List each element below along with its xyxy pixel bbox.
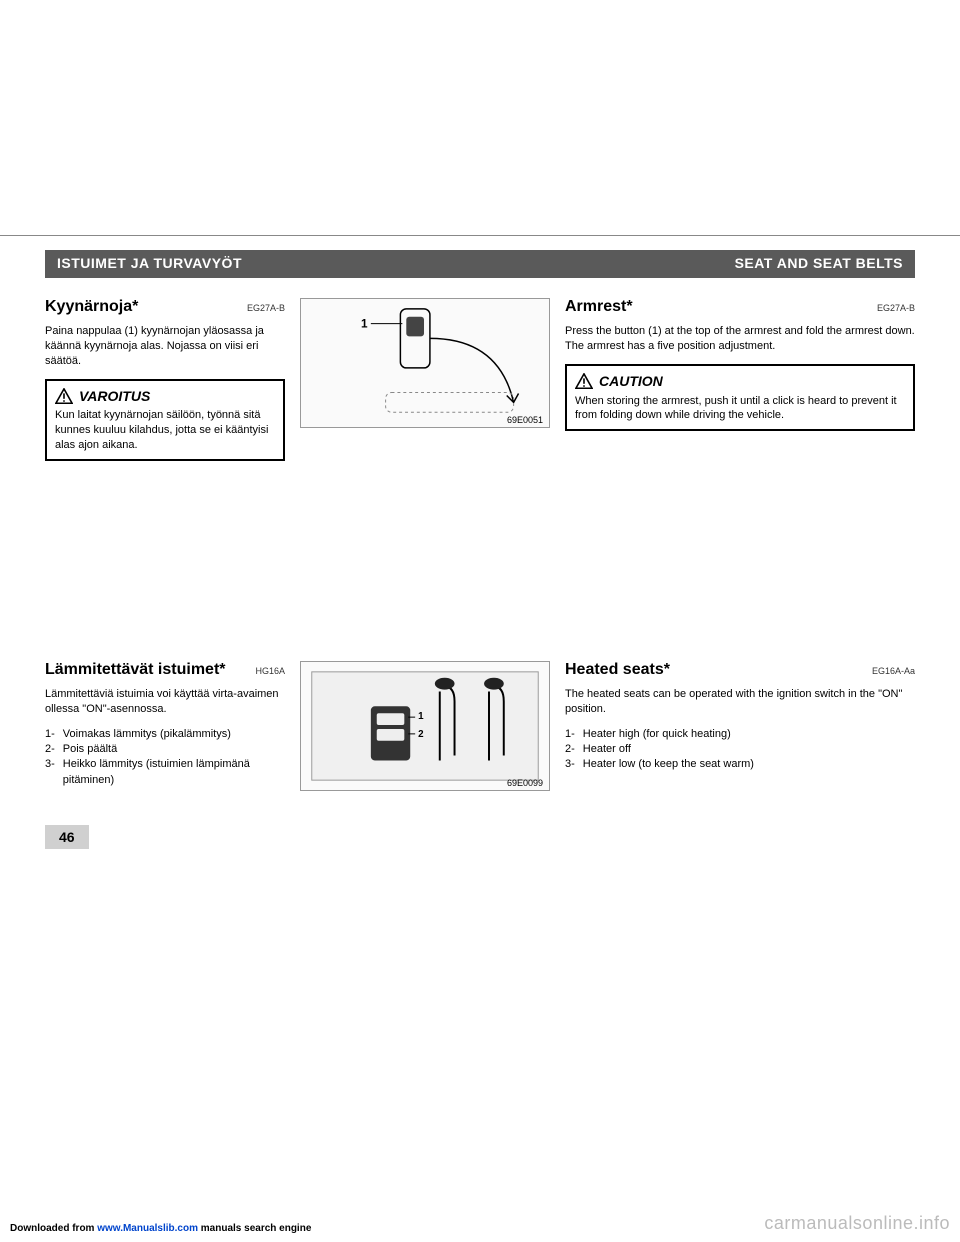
- list-item: 1- Voimakas lämmitys (pikalämmitys): [45, 727, 285, 742]
- figure-armrest: 1 69E0051: [300, 298, 550, 428]
- list-text: Heater high (for quick heating): [583, 727, 915, 742]
- title-text: Heated seats*: [565, 661, 670, 679]
- header-right: SEAT AND SEAT BELTS: [723, 250, 915, 278]
- list-text: Voimakas lämmitys (pikalämmitys): [63, 727, 285, 742]
- section-gap: [45, 461, 915, 661]
- list-item: 1- Heater high (for quick heating): [565, 727, 915, 742]
- list-num: 2-: [565, 742, 575, 757]
- list-text: Heater low (to keep the seat warm): [583, 757, 915, 772]
- title-kyynarnoja: Kyynärnoja* EG27A-B: [45, 298, 285, 316]
- figure-label-2: 69E0099: [507, 778, 543, 788]
- list-num: 1-: [565, 727, 575, 742]
- list-text: Heater off: [583, 742, 915, 757]
- title-text: Lämmitettävät istuimet*: [45, 661, 226, 679]
- varoitus-body: Kun laitat kyynärnojan säilöön, työnnä s…: [55, 408, 275, 453]
- varoitus-label: VAROITUS: [79, 387, 150, 406]
- svg-text:2: 2: [418, 729, 424, 740]
- section-1: Kyynärnoja* EG27A-B Paina nappulaa (1) k…: [45, 298, 915, 461]
- list-num: 3-: [565, 757, 575, 772]
- caution-body: When storing the armrest, push it until …: [575, 394, 905, 424]
- col-mid-2: 1 2 69E0099: [300, 661, 550, 799]
- page-number: 46: [45, 825, 89, 849]
- footer-link[interactable]: www.Manualslib.com: [97, 1223, 198, 1234]
- footer-prefix: Downloaded from: [10, 1223, 97, 1234]
- title-heated-seats: Heated seats* EG16A-Aa: [565, 661, 915, 679]
- footer: Downloaded from www.Manualslib.com manua…: [10, 1223, 311, 1234]
- caution-label: CAUTION: [599, 372, 663, 391]
- heated-seats-diagram: 1 2: [301, 662, 549, 790]
- body-right-2: The heated seats can be operated with th…: [565, 687, 915, 717]
- page-content: ISTUIMET JA TURVAVYÖT SEAT AND SEAT BELT…: [45, 250, 915, 799]
- title-lammitettavat: Lämmitettävät istuimet* HG16A: [45, 661, 285, 679]
- col-right-2: Heated seats* EG16A-Aa The heated seats …: [565, 661, 915, 799]
- ref-code: EG27A-B: [247, 303, 285, 313]
- body-left-1: Paina nappulaa (1) kyynärnojan yläosassa…: [45, 324, 285, 369]
- col-left-1: Kyynärnoja* EG27A-B Paina nappulaa (1) k…: [45, 298, 285, 461]
- figure-heated-seats: 1 2 69E0099: [300, 661, 550, 791]
- list-num: 1-: [45, 727, 55, 742]
- list-text: Heikko lämmitys (istuimien lämpimänä pit…: [63, 757, 285, 788]
- footer-suffix: manuals search engine: [198, 1223, 311, 1234]
- title-text: Kyynärnoja*: [45, 298, 138, 316]
- list-text: Pois päältä: [63, 742, 285, 757]
- armrest-diagram: 1: [301, 299, 549, 427]
- col-mid-1: 1 69E0051: [300, 298, 550, 461]
- col-right-1: Armrest* EG27A-B Press the button (1) at…: [565, 298, 915, 461]
- top-rule: [0, 235, 960, 236]
- header-bar: ISTUIMET JA TURVAVYÖT SEAT AND SEAT BELT…: [45, 250, 915, 278]
- figure-label-1: 69E0051: [507, 415, 543, 425]
- body-right-1: Press the button (1) at the top of the a…: [565, 324, 915, 354]
- list-num: 2-: [45, 742, 55, 757]
- ref-code: HG16A: [255, 666, 285, 676]
- ref-code: EG16A-Aa: [872, 666, 915, 676]
- list-item: 2- Heater off: [565, 742, 915, 757]
- varoitus-box: VAROITUS Kun laitat kyynärnojan säilöön,…: [45, 379, 285, 461]
- list-num: 3-: [45, 757, 55, 788]
- body-left-2: Lämmitettäviä istuimia voi käyttää virta…: [45, 687, 285, 717]
- col-left-2: Lämmitettävät istuimet* HG16A Lämmitettä…: [45, 661, 285, 799]
- ref-code: EG27A-B: [877, 303, 915, 313]
- svg-text:1: 1: [418, 711, 424, 722]
- header-left: ISTUIMET JA TURVAVYÖT: [45, 250, 723, 278]
- varoitus-title: VAROITUS: [55, 387, 275, 406]
- title-armrest: Armrest* EG27A-B: [565, 298, 915, 316]
- list-item: 2- Pois päältä: [45, 742, 285, 757]
- list-item: 3- Heikko lämmitys (istuimien lämpimänä …: [45, 757, 285, 788]
- warning-icon: [575, 373, 593, 389]
- caution-box: CAUTION When storing the armrest, push i…: [565, 364, 915, 432]
- title-text: Armrest*: [565, 298, 633, 316]
- caution-title: CAUTION: [575, 372, 905, 391]
- callout-1: 1: [361, 317, 368, 331]
- warning-icon: [55, 388, 73, 404]
- section-2: Lämmitettävät istuimet* HG16A Lämmitettä…: [45, 661, 915, 799]
- list-item: 3- Heater low (to keep the seat warm): [565, 757, 915, 772]
- watermark: carmanualsonline.info: [764, 1213, 950, 1234]
